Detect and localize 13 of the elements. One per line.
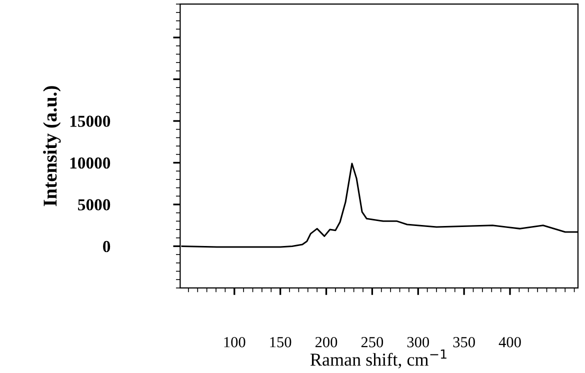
x-tick-label: 250 [361,337,384,348]
x-tick-label: 200 [315,337,338,348]
x-tick-label: 150 [270,337,292,348]
y-axis-title: Intensity (a.u.) [43,86,61,206]
x-tick-label: 350 [453,337,475,348]
x-tick-label: 400 [498,337,521,348]
x-axis-title: Raman shift, cm$^{−1}$ [310,349,446,368]
y-tick-label: 15000 [70,116,110,127]
y-tick-label: 0 [103,240,110,252]
y-tick-label: 5000 [78,199,110,210]
x-tick-label: 100 [224,337,246,348]
x-tick-label: 300 [407,337,429,348]
y-tick-label: 10000 [70,157,110,169]
